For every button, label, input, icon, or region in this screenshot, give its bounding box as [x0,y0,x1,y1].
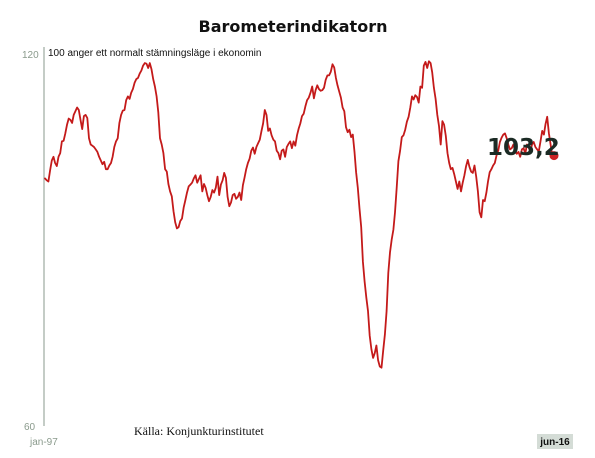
last-value-callout: 103,2 [487,135,560,161]
x-end-label-box [537,434,573,449]
y-tick-label-bottom: 60 [24,422,36,433]
last-value-marker [549,151,559,161]
source-note: Källa: Konjunkturinstitutet [134,424,264,438]
chart-subtitle: 100 anger ett normalt stämningsläge i ek… [48,48,261,59]
x-start-label: jan-97 [29,437,58,448]
chart-title: Barometerindikatorn [199,17,388,36]
x-end-label: jun-16 [539,437,570,448]
series-line [44,60,555,369]
y-tick-label-top: 120 [22,50,39,61]
